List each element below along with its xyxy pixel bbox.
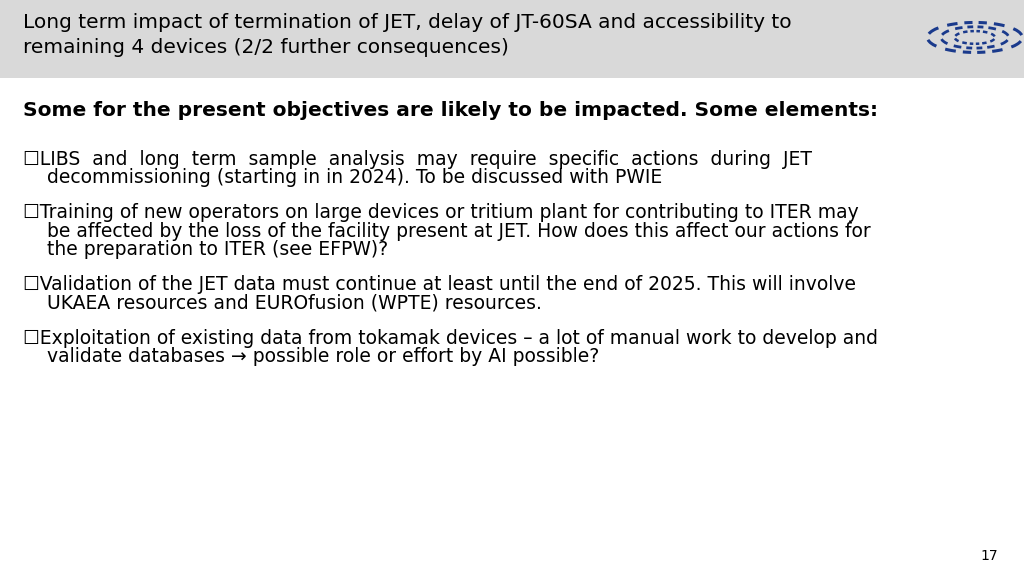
Text: ☐Validation of the JET data must continue at least until the end of 2025. This w: ☐Validation of the JET data must continu… <box>23 275 855 294</box>
Text: validate databases → possible role or effort by AI possible?: validate databases → possible role or ef… <box>23 347 599 366</box>
Text: ☐Training of new operators on large devices or tritium plant for contributing to: ☐Training of new operators on large devi… <box>23 203 858 222</box>
Text: ☐Exploitation of existing data from tokamak devices – a lot of manual work to de: ☐Exploitation of existing data from toka… <box>23 328 878 347</box>
Text: Some for the present objectives are likely to be impacted. Some elements:: Some for the present objectives are like… <box>23 101 878 120</box>
Text: UKAEA resources and EUROfusion (WPTE) resources.: UKAEA resources and EUROfusion (WPTE) re… <box>23 294 542 313</box>
Text: ☐LIBS  and  long  term  sample  analysis  may  require  specific  actions  durin: ☐LIBS and long term sample analysis may … <box>23 150 812 169</box>
Text: decommissioning (starting in in 2024). To be discussed with PWIE: decommissioning (starting in in 2024). T… <box>23 168 662 187</box>
Bar <box>0 0 1024 78</box>
Text: 17: 17 <box>981 550 998 563</box>
Text: the preparation to ITER (see EFPW)?: the preparation to ITER (see EFPW)? <box>23 240 388 259</box>
Text: Long term impact of termination of JET, delay of JT-60SA and accessibility to
re: Long term impact of termination of JET, … <box>23 13 792 58</box>
Text: be affected by the loss of the facility present at JET. How does this affect our: be affected by the loss of the facility … <box>23 222 870 241</box>
